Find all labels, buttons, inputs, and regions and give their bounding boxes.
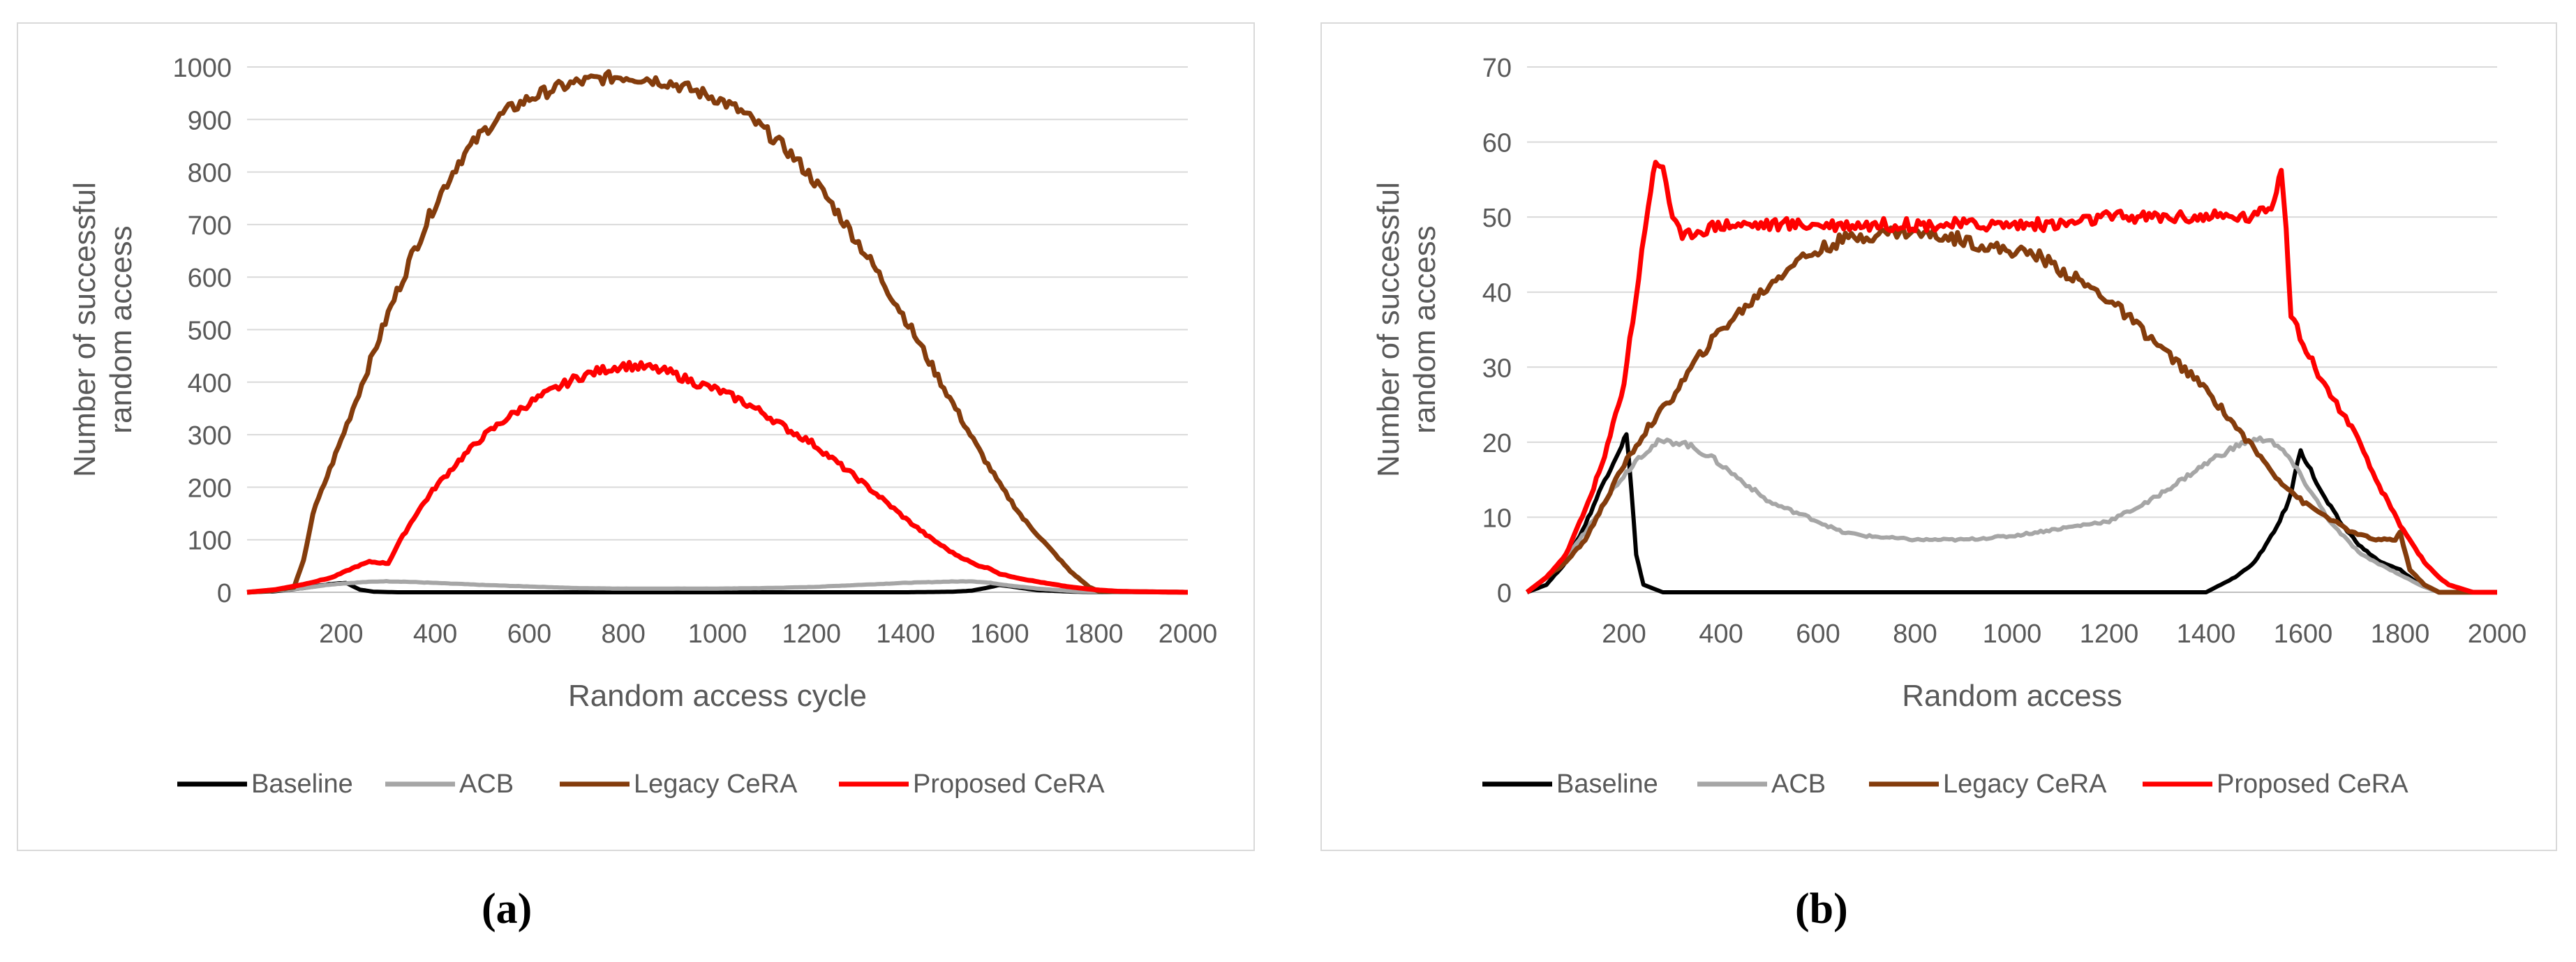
y-tick-label: 1000 — [172, 54, 232, 83]
y-axis-label-line: random access — [1408, 225, 1442, 433]
y-axis-label-line: random access — [104, 225, 138, 433]
sublabel-b: (b) — [1795, 885, 1848, 933]
y-tick-label: 70 — [1482, 54, 1512, 83]
x-tick-label: 1200 — [2080, 619, 2139, 649]
x-tick-label: 1600 — [970, 619, 1029, 649]
y-axis-label: Number of successfulrandom access — [1371, 182, 1442, 477]
y-axis-label: Number of successfulrandom access — [68, 182, 138, 477]
y-tick-label: 500 — [188, 317, 232, 346]
legend-label-baseline: Baseline — [251, 769, 353, 799]
x-tick-label: 1000 — [688, 619, 747, 649]
y-tick-label: 900 — [188, 106, 232, 135]
x-axis-label: Random access cycle — [568, 679, 867, 713]
legend-label-baseline: Baseline — [1556, 769, 1658, 799]
series-line-legacy-cera — [246, 69, 1188, 595]
y-axis-label-line: Number of successful — [1371, 182, 1406, 477]
series-line-proposed-cera — [1525, 160, 2497, 595]
x-tick-label: 200 — [319, 619, 363, 649]
x-tick-label: 1000 — [1983, 619, 2042, 649]
x-tick-label: 1200 — [782, 619, 842, 649]
y-tick-label: 300 — [188, 421, 232, 451]
x-tick-label: 1400 — [2177, 619, 2236, 649]
y-tick-label: 40 — [1482, 279, 1512, 308]
x-tick-label: 600 — [1796, 619, 1840, 649]
chart-a-svg: 0 100 200 300 400 500 600 700 800 900 1000 200 400 60… — [68, 54, 1218, 799]
series-line-baseline — [1526, 432, 2497, 594]
chart-panel-b: 0 10 20 30 40 50 60 70 200 400 600 800 1000 1200 1400 1… — [1320, 22, 2557, 851]
series-line-acb — [246, 579, 1188, 594]
y-tick-label: 50 — [1482, 204, 1512, 233]
series-line-legacy-cera — [1525, 225, 2497, 595]
legend-label-acb: ACB — [459, 769, 514, 799]
y-tick-label: 0 — [217, 579, 232, 608]
y-tick-label: 400 — [188, 369, 232, 398]
x-tick-label: 200 — [1602, 619, 1646, 649]
y-tick-label: 800 — [188, 159, 232, 188]
chart-panel-a: 0 100 200 300 400 500 600 700 800 900 1000 200 400 60… — [17, 22, 1255, 851]
y-tick-label: 0 — [1497, 579, 1512, 608]
x-tick-label: 800 — [601, 619, 645, 649]
y-tick-label: 10 — [1482, 504, 1512, 533]
x-tick-label: 1400 — [876, 619, 935, 649]
x-tick-label: 400 — [413, 619, 457, 649]
x-tick-label: 2000 — [2468, 619, 2527, 649]
x-tick-label: 2000 — [1159, 619, 1218, 649]
series-line-proposed-cera — [246, 359, 1188, 595]
x-tick-label: 400 — [1699, 619, 1743, 649]
x-tick-label: 1800 — [2371, 619, 2430, 649]
sublabel-a: (a) — [482, 885, 533, 933]
x-tick-label: 800 — [1893, 619, 1937, 649]
y-tick-label: 30 — [1482, 354, 1512, 383]
legend-label-legacy-cera: Legacy CeRA — [1943, 769, 2107, 799]
y-tick-label: 100 — [188, 527, 232, 556]
y-tick-label: 200 — [188, 474, 232, 503]
x-tick-label: 600 — [507, 619, 551, 649]
y-tick-label: 600 — [188, 264, 232, 293]
legend-label-proposed-cera: Proposed CeRA — [2217, 769, 2409, 799]
x-tick-label: 1800 — [1064, 619, 1124, 649]
y-axis-label-line: Number of successful — [68, 182, 102, 477]
chart-b-svg: 0 10 20 30 40 50 60 70 200 400 600 800 1000 1200 1400 1… — [1371, 54, 2527, 799]
y-tick-label: 60 — [1482, 129, 1512, 158]
x-axis-label: Random access — [1902, 679, 2122, 713]
y-tick-label: 700 — [188, 211, 232, 241]
series-line-acb — [1526, 435, 2497, 594]
y-tick-label: 20 — [1482, 429, 1512, 458]
legend-label-acb: ACB — [1771, 769, 1826, 799]
x-tick-label: 1600 — [2274, 619, 2333, 649]
legend-label-proposed-cera: Proposed CeRA — [913, 769, 1105, 799]
legend-label-legacy-cera: Legacy CeRA — [634, 769, 798, 799]
